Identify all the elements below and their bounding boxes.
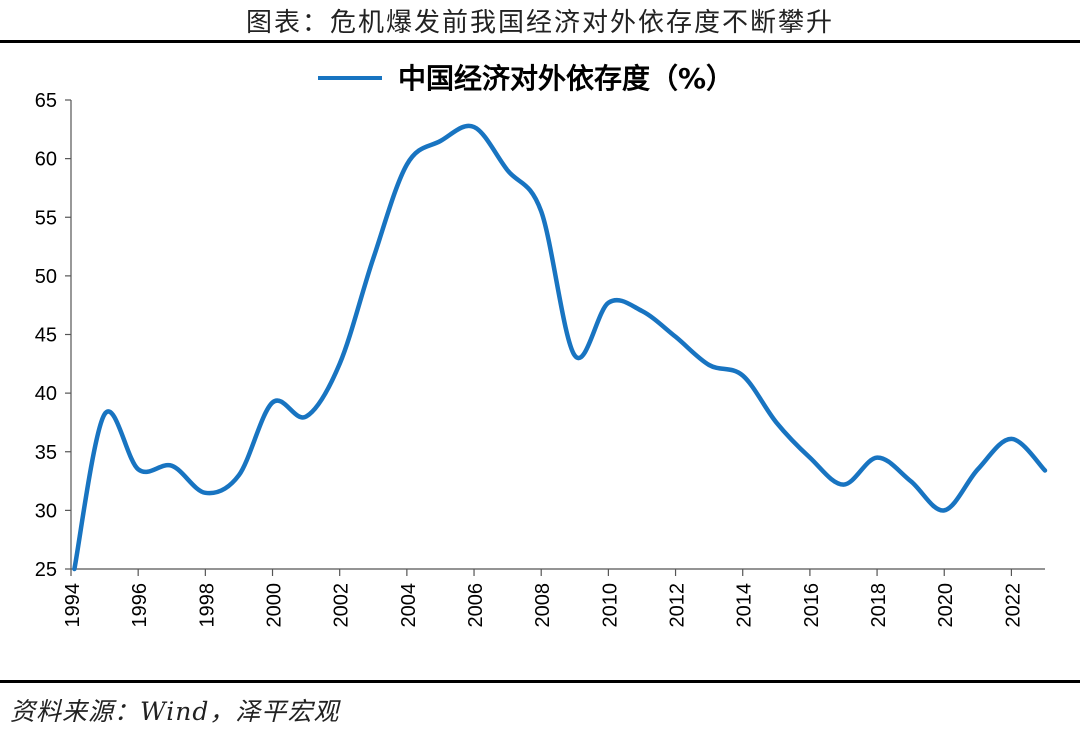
- x-tick-label: 2008: [532, 583, 554, 628]
- x-tick-label: 2012: [667, 583, 689, 628]
- x-tick-label: 2000: [264, 583, 286, 628]
- x-tick-label: 2022: [1002, 583, 1024, 628]
- y-tick-label: 25: [35, 559, 57, 581]
- x-tick-label: 1998: [196, 583, 218, 628]
- x-tick-label: 2004: [398, 583, 420, 628]
- y-tick-label: 50: [35, 266, 57, 288]
- x-tick-label: 2002: [331, 583, 353, 628]
- line-chart: 25 30 35 40 45 50 55 60 65 1994 1996 1998 2000 2002 20…: [35, 62, 1048, 628]
- y-tick-label: 55: [35, 207, 57, 229]
- chart-axes: 25 30 35 40 45 50 55 60 65 1994 1996 1998 2000 2002 20…: [35, 90, 1045, 628]
- x-tick-label: 2006: [465, 583, 487, 628]
- chart-legend: 中国经济对外依存度（%）: [318, 62, 734, 95]
- x-tick-label: 2016: [801, 583, 823, 628]
- y-tick-label: 60: [35, 149, 57, 171]
- series-line: [72, 123, 1048, 572]
- y-tick-label: 35: [35, 442, 57, 464]
- top-rule: [0, 40, 1080, 43]
- x-tick-label: 2014: [734, 583, 756, 628]
- x-tick-label: 1994: [62, 583, 84, 628]
- source-note: 资料来源：Wind，泽平宏观: [10, 697, 340, 726]
- plot-area: [72, 123, 1048, 572]
- bottom-rule: [0, 680, 1080, 683]
- y-tick-label: 65: [35, 90, 57, 112]
- x-tick-label: 1996: [129, 583, 151, 628]
- legend-label: 中国经济对外依存度（%）: [398, 62, 734, 95]
- figure-title: 图表：危机爆发前我国经济对外依存度不断攀升: [245, 8, 834, 38]
- x-tick-label: 2018: [868, 583, 890, 628]
- y-tick-label: 45: [35, 325, 57, 347]
- y-tick-label: 40: [35, 383, 57, 405]
- x-tick-label: 2010: [599, 583, 621, 628]
- x-tick-label: 2020: [935, 583, 957, 628]
- y-tick-label: 30: [35, 500, 57, 522]
